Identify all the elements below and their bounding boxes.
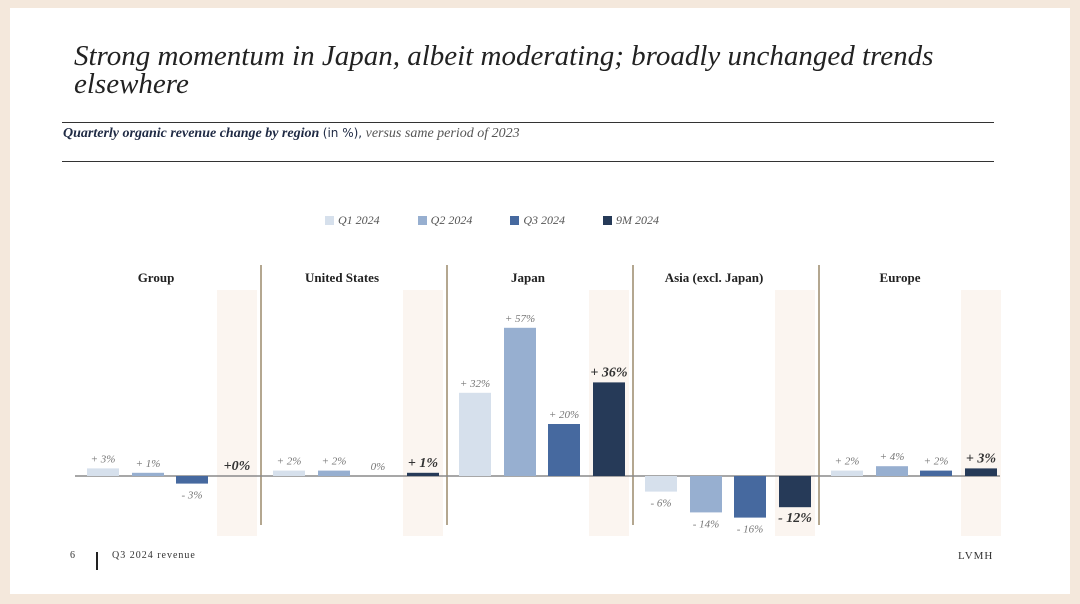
- bar: [831, 470, 863, 476]
- data-label: + 2%: [835, 456, 860, 468]
- brand-logo: LVMH: [958, 550, 994, 562]
- chart-subtitle: Quarterly organic revenue change by regi…: [63, 126, 520, 142]
- data-label: +0%: [224, 459, 251, 474]
- bar: [318, 470, 350, 476]
- subtitle-main: Quarterly organic revenue change by regi…: [63, 126, 320, 141]
- bar: [132, 472, 164, 476]
- bar: [645, 476, 677, 492]
- divider: [62, 161, 994, 162]
- data-label: + 32%: [460, 378, 490, 390]
- footer-divider: [96, 552, 98, 570]
- bar: [176, 476, 208, 484]
- data-label: + 20%: [549, 409, 579, 421]
- legend-swatch: [510, 216, 520, 225]
- subtitle-suffix: versus same period of 2023: [365, 126, 520, 141]
- legend-label: 9M 2024: [616, 213, 660, 227]
- data-label: - 3%: [181, 490, 202, 502]
- legend-item: Q3 2024: [510, 213, 565, 228]
- footer-label: Q3 2024 revenue: [112, 550, 196, 561]
- legend-item: 9M 2024: [603, 213, 659, 228]
- category-label: Asia (excl. Japan): [665, 270, 764, 285]
- legend-item: Q2 2024: [417, 213, 473, 228]
- category-label: Japan: [511, 270, 546, 285]
- slide: Strong momentum in Japan, albeit moderat…: [10, 8, 1070, 594]
- bar: [273, 470, 305, 476]
- data-label: + 1%: [408, 456, 438, 471]
- subtitle-unit: (in %),: [322, 126, 363, 140]
- bar: [504, 327, 536, 476]
- data-label: + 57%: [505, 313, 535, 325]
- legend-item: Q1 2024: [325, 213, 380, 228]
- legend-swatch: [325, 216, 334, 225]
- bar: [734, 476, 766, 518]
- category-label: Group: [138, 270, 175, 285]
- bar: [459, 392, 491, 476]
- page-number: 6: [70, 550, 76, 561]
- bar: [548, 424, 580, 476]
- data-label: - 12%: [778, 511, 812, 526]
- bar: [690, 476, 722, 513]
- data-label: 0%: [371, 461, 386, 473]
- legend-label: Q1 2024: [338, 213, 380, 227]
- slide-title: Strong momentum in Japan, albeit moderat…: [74, 40, 934, 100]
- data-label: + 2%: [277, 456, 302, 468]
- divider: [62, 122, 994, 123]
- data-label: + 3%: [966, 451, 996, 466]
- chart-legend: Q1 2024 Q2 2024 Q3 2024 9M 2024: [325, 213, 659, 228]
- data-label: + 2%: [322, 456, 347, 468]
- legend-label: Q3 2024: [523, 213, 566, 227]
- data-label: + 4%: [880, 451, 905, 463]
- category-label: United States: [305, 270, 379, 285]
- data-label: - 14%: [693, 518, 720, 530]
- data-label: + 36%: [590, 365, 627, 380]
- bar: [593, 382, 625, 476]
- legend-swatch: [417, 216, 427, 225]
- legend-swatch: [603, 216, 613, 225]
- highlight-band: [961, 290, 1001, 536]
- data-label: + 3%: [91, 453, 116, 465]
- bar: [920, 470, 952, 476]
- bar: [87, 468, 119, 476]
- data-label: - 16%: [737, 524, 764, 536]
- category-label: Europe: [880, 270, 921, 285]
- bar: [965, 468, 997, 476]
- highlight-band: [217, 290, 257, 536]
- bar: [407, 472, 439, 476]
- data-label: + 2%: [924, 456, 949, 468]
- data-label: + 1%: [136, 458, 161, 470]
- bar: [876, 466, 908, 476]
- bar: [779, 476, 811, 508]
- highlight-band: [403, 290, 443, 536]
- data-label: - 6%: [650, 498, 671, 510]
- legend-label: Q2 2024: [430, 213, 473, 227]
